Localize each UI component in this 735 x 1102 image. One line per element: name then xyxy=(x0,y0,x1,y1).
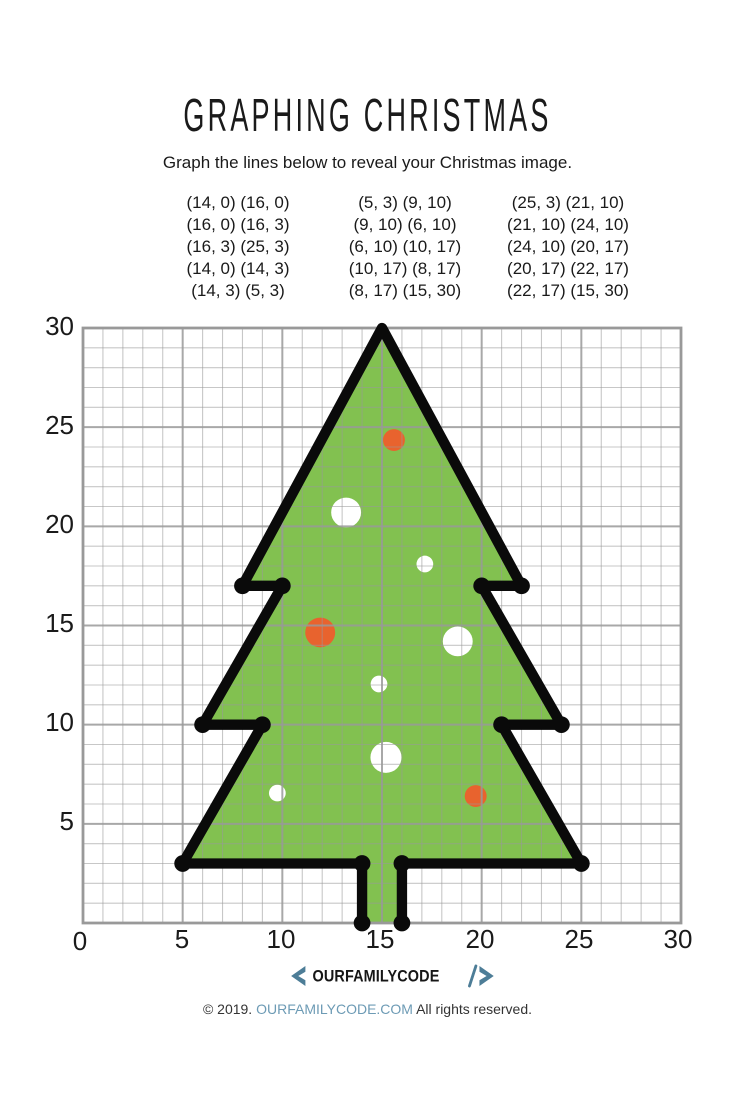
svg-text:OURFAMILYCODE: OURFAMILYCODE xyxy=(312,968,439,986)
